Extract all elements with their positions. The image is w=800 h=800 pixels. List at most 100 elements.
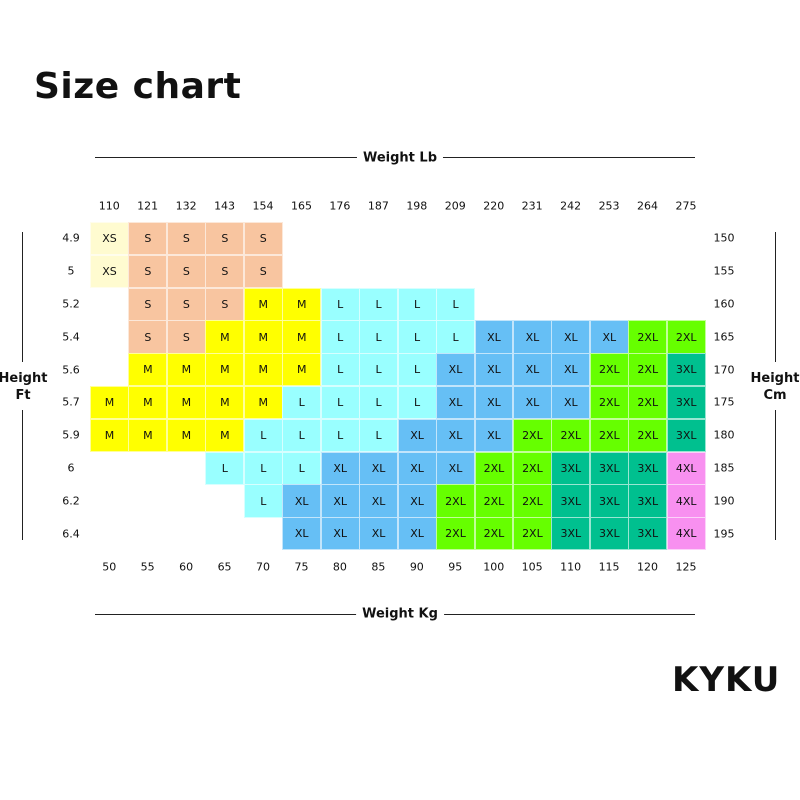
size-cell: XL bbox=[551, 320, 591, 354]
size-cell: M bbox=[128, 386, 168, 420]
size-cell: 2XL bbox=[512, 418, 552, 453]
height-ft-tick: 5.6 bbox=[62, 363, 80, 377]
size-cell: M bbox=[243, 353, 283, 387]
size-cell: XL bbox=[320, 451, 360, 485]
height-ft-tick: 5.4 bbox=[62, 330, 80, 344]
size-cell: 2XL bbox=[436, 484, 475, 518]
size-cell: 3XL bbox=[628, 484, 668, 518]
height-cm-tick: 180 bbox=[713, 428, 735, 442]
size-cell: L bbox=[205, 451, 245, 485]
size-cell: S bbox=[166, 287, 206, 321]
size-cell: M bbox=[282, 353, 322, 387]
height-ft-tick: 6.2 bbox=[62, 494, 80, 508]
weight-lb-tick: 132 bbox=[175, 199, 197, 213]
size-cell: M bbox=[205, 320, 245, 354]
size-cell: L bbox=[282, 418, 322, 453]
weight-kg-tick: 55 bbox=[140, 560, 155, 574]
size-cell: XL bbox=[282, 517, 322, 551]
size-cell: XL bbox=[589, 320, 629, 354]
height-ft-tick: 5.7 bbox=[62, 395, 80, 409]
size-cell: M bbox=[282, 320, 322, 354]
height-cm-tick: 190 bbox=[713, 494, 735, 508]
size-cell: 2XL bbox=[589, 386, 629, 420]
size-cell: M bbox=[205, 386, 245, 420]
size-cell: XL bbox=[397, 484, 437, 518]
weight-kg-tick: 100 bbox=[483, 560, 505, 574]
size-cell: 2XL bbox=[512, 451, 552, 485]
weight-lb-tick: 110 bbox=[98, 199, 120, 213]
height-cm-tick: 185 bbox=[713, 461, 735, 475]
size-cell: XL bbox=[397, 517, 437, 551]
weight-lb-tick: 165 bbox=[290, 199, 312, 213]
size-cell: M bbox=[282, 287, 322, 321]
size-cell: 2XL bbox=[628, 320, 668, 354]
size-cell: 2XL bbox=[474, 484, 514, 518]
size-cell: XL bbox=[474, 386, 514, 420]
height-ft-tick: 6 bbox=[67, 461, 75, 475]
size-cell: XL bbox=[359, 484, 399, 518]
size-cell: L bbox=[436, 320, 475, 354]
weight-kg-tick: 90 bbox=[409, 560, 424, 574]
height-cm-tick: 195 bbox=[713, 527, 735, 541]
size-cell: L bbox=[397, 287, 437, 321]
weight-kg-tick: 115 bbox=[598, 560, 620, 574]
size-cell: M bbox=[243, 320, 283, 354]
size-cell: L bbox=[282, 451, 322, 485]
size-cell: 4XL bbox=[666, 484, 706, 518]
weight-lb-tick: 176 bbox=[329, 199, 351, 213]
weight-kg-tick: 80 bbox=[332, 560, 347, 574]
size-cell: 3XL bbox=[666, 386, 706, 420]
size-cell: XL bbox=[474, 418, 514, 453]
weight-kg-tick: 110 bbox=[560, 560, 582, 574]
size-cell: S bbox=[166, 254, 206, 289]
size-cell: 3XL bbox=[628, 517, 668, 551]
size-cell: L bbox=[397, 320, 437, 354]
size-cell: 3XL bbox=[551, 484, 591, 518]
weight-lb-tick: 121 bbox=[137, 199, 159, 213]
height-cm-title: Height Cm bbox=[750, 371, 800, 403]
size-cell: M bbox=[166, 418, 206, 453]
size-cell: 3XL bbox=[628, 451, 668, 485]
size-cell: L bbox=[320, 353, 360, 387]
size-cell: M bbox=[205, 418, 245, 453]
size-cell: 3XL bbox=[666, 353, 706, 387]
size-cell: L bbox=[320, 386, 360, 420]
height-ft-tick: 4.9 bbox=[62, 231, 80, 245]
weight-lb-tick: 220 bbox=[483, 199, 505, 213]
height-cm-tick: 165 bbox=[713, 330, 735, 344]
size-cell: 3XL bbox=[551, 517, 591, 551]
size-cell: L bbox=[397, 386, 437, 420]
height-cm-tick: 170 bbox=[713, 363, 735, 377]
weight-kg-tick: 120 bbox=[637, 560, 659, 574]
size-cell: 2XL bbox=[551, 418, 591, 453]
size-cell: 2XL bbox=[512, 517, 552, 551]
size-cell: L bbox=[359, 386, 399, 420]
size-cell: M bbox=[166, 386, 206, 420]
height-ft-title: Height Ft bbox=[0, 371, 48, 403]
weight-lb-tick: 253 bbox=[598, 199, 620, 213]
size-cell: L bbox=[359, 353, 399, 387]
size-cell: S bbox=[243, 254, 283, 289]
size-cell: XL bbox=[436, 451, 475, 485]
right-axis-line-bottom bbox=[775, 410, 776, 540]
size-cell: 2XL bbox=[589, 418, 629, 453]
right-axis-line-top bbox=[775, 232, 776, 362]
weight-lb-tick: 275 bbox=[675, 199, 697, 213]
weight-kg-tick: 60 bbox=[179, 560, 194, 574]
height-cm-tick: 150 bbox=[713, 231, 735, 245]
size-cell: L bbox=[397, 353, 437, 387]
weight-lb-tick: 209 bbox=[444, 199, 466, 213]
height-ft-tick: 6.4 bbox=[62, 527, 80, 541]
size-cell: M bbox=[90, 386, 129, 420]
size-cell: XL bbox=[397, 418, 437, 453]
page-title: Size chart bbox=[34, 66, 242, 107]
size-cell: 3XL bbox=[589, 517, 629, 551]
weight-kg-tick: 70 bbox=[256, 560, 271, 574]
size-cell: XL bbox=[359, 451, 399, 485]
size-cell: M bbox=[128, 418, 168, 453]
size-cell: L bbox=[436, 287, 475, 321]
size-cell: XL bbox=[436, 418, 475, 453]
height-cm-tick: 155 bbox=[713, 264, 735, 278]
size-cell: XL bbox=[359, 517, 399, 551]
